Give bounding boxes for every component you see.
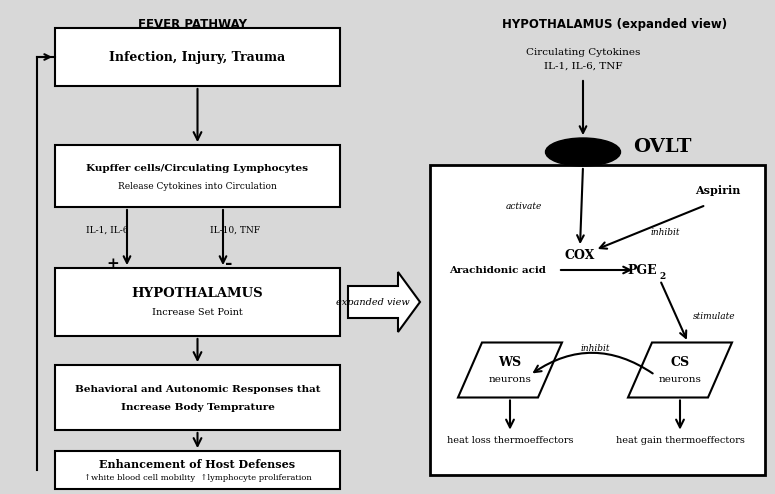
Polygon shape (458, 342, 562, 398)
Text: 2: 2 (659, 272, 665, 281)
Text: neurons: neurons (659, 374, 701, 383)
Polygon shape (628, 342, 732, 398)
Polygon shape (348, 272, 420, 332)
Text: inhibit: inhibit (650, 228, 680, 237)
Text: Release Cytokines into Circulation: Release Cytokines into Circulation (118, 181, 277, 191)
Text: Increase Body Temprature: Increase Body Temprature (121, 403, 274, 412)
Ellipse shape (546, 138, 621, 166)
Text: CS: CS (670, 356, 690, 369)
Text: heat loss thermoeffectors: heat loss thermoeffectors (446, 436, 574, 445)
Text: IL-1, IL-6: IL-1, IL-6 (86, 226, 128, 235)
Text: PGE: PGE (628, 263, 657, 277)
Bar (55, 145, 340, 207)
Text: COX: COX (565, 248, 595, 261)
Text: IL-10, TNF: IL-10, TNF (210, 226, 260, 235)
Text: Kupffer cells/Circulating Lymphocytes: Kupffer cells/Circulating Lymphocytes (87, 164, 308, 172)
Text: neurons: neurons (488, 374, 532, 383)
Text: activate: activate (505, 202, 542, 211)
Text: WS: WS (498, 356, 522, 369)
Text: Circulating Cytokines: Circulating Cytokines (525, 48, 640, 57)
Bar (55, 365, 340, 430)
Text: Enhancement of Host Defenses: Enhancement of Host Defenses (99, 458, 295, 469)
Text: IL-1, IL-6, TNF: IL-1, IL-6, TNF (544, 62, 622, 71)
Text: Increase Set Point: Increase Set Point (152, 307, 243, 317)
Bar (55, 451, 340, 489)
Text: OVLT: OVLT (633, 138, 691, 156)
Text: ↑white blood cell mobility  ↑lymphocyte proliferation: ↑white blood cell mobility ↑lymphocyte p… (84, 474, 312, 482)
Text: Behavioral and Autonomic Responses that: Behavioral and Autonomic Responses that (74, 385, 320, 394)
Text: HYPOTHALAMUS (expanded view): HYPOTHALAMUS (expanded view) (502, 18, 728, 31)
Bar (55, 268, 340, 336)
Bar (430, 165, 765, 475)
Text: heat gain thermoeffectors: heat gain thermoeffectors (615, 436, 745, 445)
Text: Infection, Injury, Trauma: Infection, Injury, Trauma (109, 50, 286, 64)
Text: Arachidonic acid: Arachidonic acid (449, 265, 546, 275)
Bar (55, 28, 340, 86)
Text: expanded view: expanded view (336, 297, 410, 306)
Text: FEVER PATHWAY: FEVER PATHWAY (139, 18, 247, 31)
Text: Aspirin: Aspirin (695, 184, 741, 196)
Text: stimulate: stimulate (693, 312, 735, 321)
Text: +: + (107, 257, 119, 271)
Text: -: - (226, 255, 232, 273)
Text: HYPOTHALAMUS: HYPOTHALAMUS (132, 287, 264, 299)
Text: inhibit: inhibit (580, 343, 610, 353)
